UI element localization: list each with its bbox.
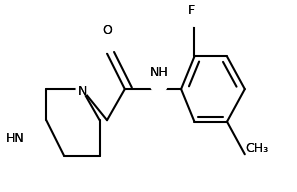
- Text: O: O: [102, 24, 112, 37]
- Text: CH₃: CH₃: [245, 142, 268, 155]
- Text: F: F: [188, 4, 195, 17]
- Ellipse shape: [76, 83, 89, 95]
- Ellipse shape: [26, 132, 43, 144]
- Text: HN: HN: [6, 132, 25, 145]
- Text: N: N: [78, 85, 87, 98]
- Text: NH: NH: [149, 66, 168, 79]
- Text: F: F: [188, 4, 195, 17]
- Ellipse shape: [151, 79, 167, 92]
- Text: CH₃: CH₃: [245, 142, 268, 155]
- Text: HN: HN: [6, 132, 25, 145]
- Text: O: O: [102, 24, 112, 37]
- Text: N: N: [78, 85, 87, 98]
- Ellipse shape: [99, 37, 114, 52]
- Ellipse shape: [189, 16, 200, 26]
- Text: NH: NH: [149, 66, 168, 79]
